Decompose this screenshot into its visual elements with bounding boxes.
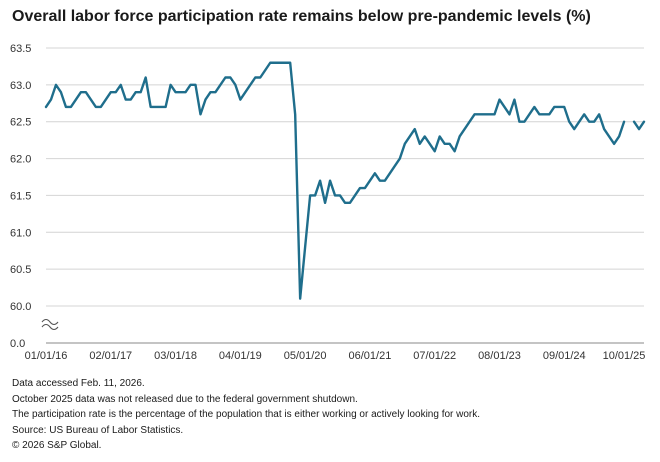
x-tick-label: 01/01/16 xyxy=(25,350,68,362)
x-tick-label: 05/01/20 xyxy=(284,350,327,362)
axis-break-icon xyxy=(41,318,59,331)
y-axis-ticks: 63.5 63.0 62.5 62.0 61.5 61.0 60.5 60.0 0.0 xyxy=(10,43,31,350)
y-tick-label: 61.0 xyxy=(10,227,31,239)
chart-notes: Data accessed Feb. 11, 2026. October 202… xyxy=(12,376,480,454)
x-tick-label: 07/01/22 xyxy=(413,350,456,362)
y-tick-label: 62.0 xyxy=(10,154,31,166)
y-tick-label: 60.5 xyxy=(10,264,31,276)
axis-break-mark xyxy=(41,318,59,326)
x-tick-label: 08/01/23 xyxy=(478,350,521,362)
y-tick-label: 0.0 xyxy=(10,338,25,350)
x-tick-label: 06/01/21 xyxy=(349,350,392,362)
y-tick-label: 63.0 xyxy=(10,80,31,92)
x-tick-label: 10/01/25 xyxy=(603,350,646,362)
note-copyright: © 2026 S&P Global. xyxy=(12,440,102,451)
x-tick-label: 03/01/18 xyxy=(154,350,197,362)
series-line-participation-rate xyxy=(44,61,646,300)
x-tick-label: 02/01/17 xyxy=(89,350,132,362)
note-october-missing: October 2025 data was not released due t… xyxy=(12,393,358,405)
y-tick-label: 60.0 xyxy=(10,301,31,313)
x-tick-label: 04/01/19 xyxy=(219,350,262,362)
gridlines xyxy=(46,47,644,344)
axis-break-mark xyxy=(41,323,59,331)
note-data-accessed: Data accessed Feb. 11, 2026. xyxy=(12,378,145,389)
x-tick-label: 09/01/24 xyxy=(543,350,586,362)
chart-title: Overall labor force participation rate r… xyxy=(12,8,591,25)
x-axis-ticks: 01/01/16 02/01/17 03/01/18 04/01/19 05/01/20… xyxy=(25,350,646,362)
note-source: Source: US Bureau of Labor Statistics. xyxy=(12,424,184,436)
note-definition: The participation rate is the percentage… xyxy=(12,409,481,420)
y-tick-label: 61.5 xyxy=(10,190,31,202)
line-chart: 63.5 63.0 62.5 62.0 61.5 61.0 60.5 60.0 0.0 01/0… xyxy=(10,43,646,362)
series-group xyxy=(44,61,646,300)
y-tick-label: 62.5 xyxy=(10,117,31,129)
y-tick-label: 63.5 xyxy=(10,43,31,55)
